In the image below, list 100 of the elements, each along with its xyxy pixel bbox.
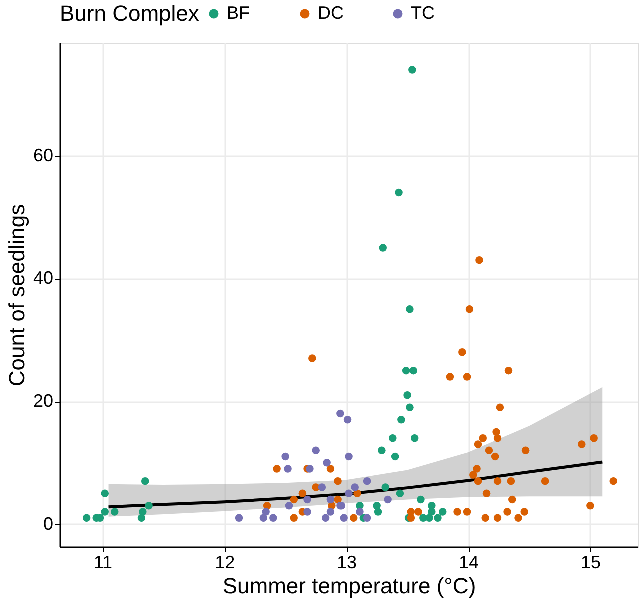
y-tick-label: 20 (33, 391, 54, 412)
point (586, 502, 594, 510)
point (389, 434, 397, 442)
point (474, 477, 482, 486)
point (290, 496, 298, 504)
point (378, 446, 386, 454)
y-tick-label: 40 (33, 268, 54, 288)
point (391, 452, 400, 461)
point (384, 496, 392, 504)
point (322, 514, 330, 522)
point (590, 434, 598, 442)
legend-label: DC (318, 3, 344, 23)
point (417, 496, 425, 504)
point (354, 490, 362, 498)
point (504, 366, 513, 375)
point (395, 188, 403, 197)
point (410, 366, 418, 375)
point (284, 465, 292, 473)
point (434, 514, 442, 522)
point (282, 452, 290, 461)
point (101, 508, 109, 516)
point (141, 477, 150, 486)
point (101, 490, 109, 498)
point (428, 508, 436, 516)
point (334, 496, 342, 504)
point (262, 508, 270, 516)
point (494, 514, 502, 522)
x-tick-label: 12 (215, 552, 236, 572)
point (396, 490, 404, 498)
point (463, 508, 472, 516)
point (406, 404, 414, 412)
point (326, 496, 335, 504)
point (610, 477, 618, 486)
point (398, 416, 406, 424)
point (363, 514, 372, 522)
point (458, 348, 466, 356)
point (514, 514, 522, 522)
point (270, 514, 278, 522)
point (82, 514, 91, 522)
point (285, 502, 294, 510)
point (408, 66, 416, 74)
point (485, 446, 494, 454)
point (260, 514, 268, 522)
point (351, 484, 359, 492)
point (508, 496, 516, 504)
legend-label: TC (411, 3, 435, 23)
point (504, 508, 512, 516)
point (312, 446, 320, 454)
point (334, 477, 342, 486)
point (522, 446, 530, 454)
point (402, 366, 410, 375)
point (407, 514, 416, 522)
point (406, 306, 414, 314)
point (482, 514, 490, 522)
point (345, 490, 353, 498)
point (470, 471, 478, 480)
point (363, 477, 372, 486)
point (344, 416, 352, 424)
point (356, 508, 364, 516)
point (494, 434, 502, 442)
point (491, 452, 500, 461)
point (111, 508, 119, 516)
point (496, 404, 504, 412)
point (454, 508, 462, 516)
point (350, 514, 358, 522)
point (323, 459, 331, 467)
point (494, 477, 502, 486)
legend-title: Burn Complex (60, 1, 200, 26)
point (439, 508, 447, 516)
point (578, 440, 586, 448)
point (379, 244, 388, 252)
point (426, 514, 434, 522)
point (336, 410, 344, 418)
y-tick-label: 60 (33, 145, 54, 166)
point (446, 373, 454, 381)
point (308, 354, 316, 362)
x-tick-label: 15 (580, 552, 601, 572)
x-tick-label: 13 (337, 552, 358, 572)
point (482, 490, 491, 498)
point (474, 440, 482, 448)
point (410, 434, 419, 442)
point (382, 484, 390, 492)
point (374, 508, 382, 516)
point (476, 256, 484, 264)
x-axis-title: Summer temperature (°C) (222, 574, 476, 598)
point (304, 508, 312, 516)
point (340, 514, 348, 522)
point (298, 490, 307, 498)
point (541, 477, 550, 486)
x-tick-label: 14 (458, 552, 480, 572)
point (326, 465, 335, 473)
point (304, 496, 312, 504)
point (306, 465, 314, 473)
point (473, 465, 481, 473)
legend-label: BF (227, 3, 250, 23)
point (466, 306, 474, 314)
point (479, 434, 488, 442)
x-tick-label: 11 (94, 552, 113, 572)
point (273, 465, 281, 473)
point (520, 508, 528, 516)
